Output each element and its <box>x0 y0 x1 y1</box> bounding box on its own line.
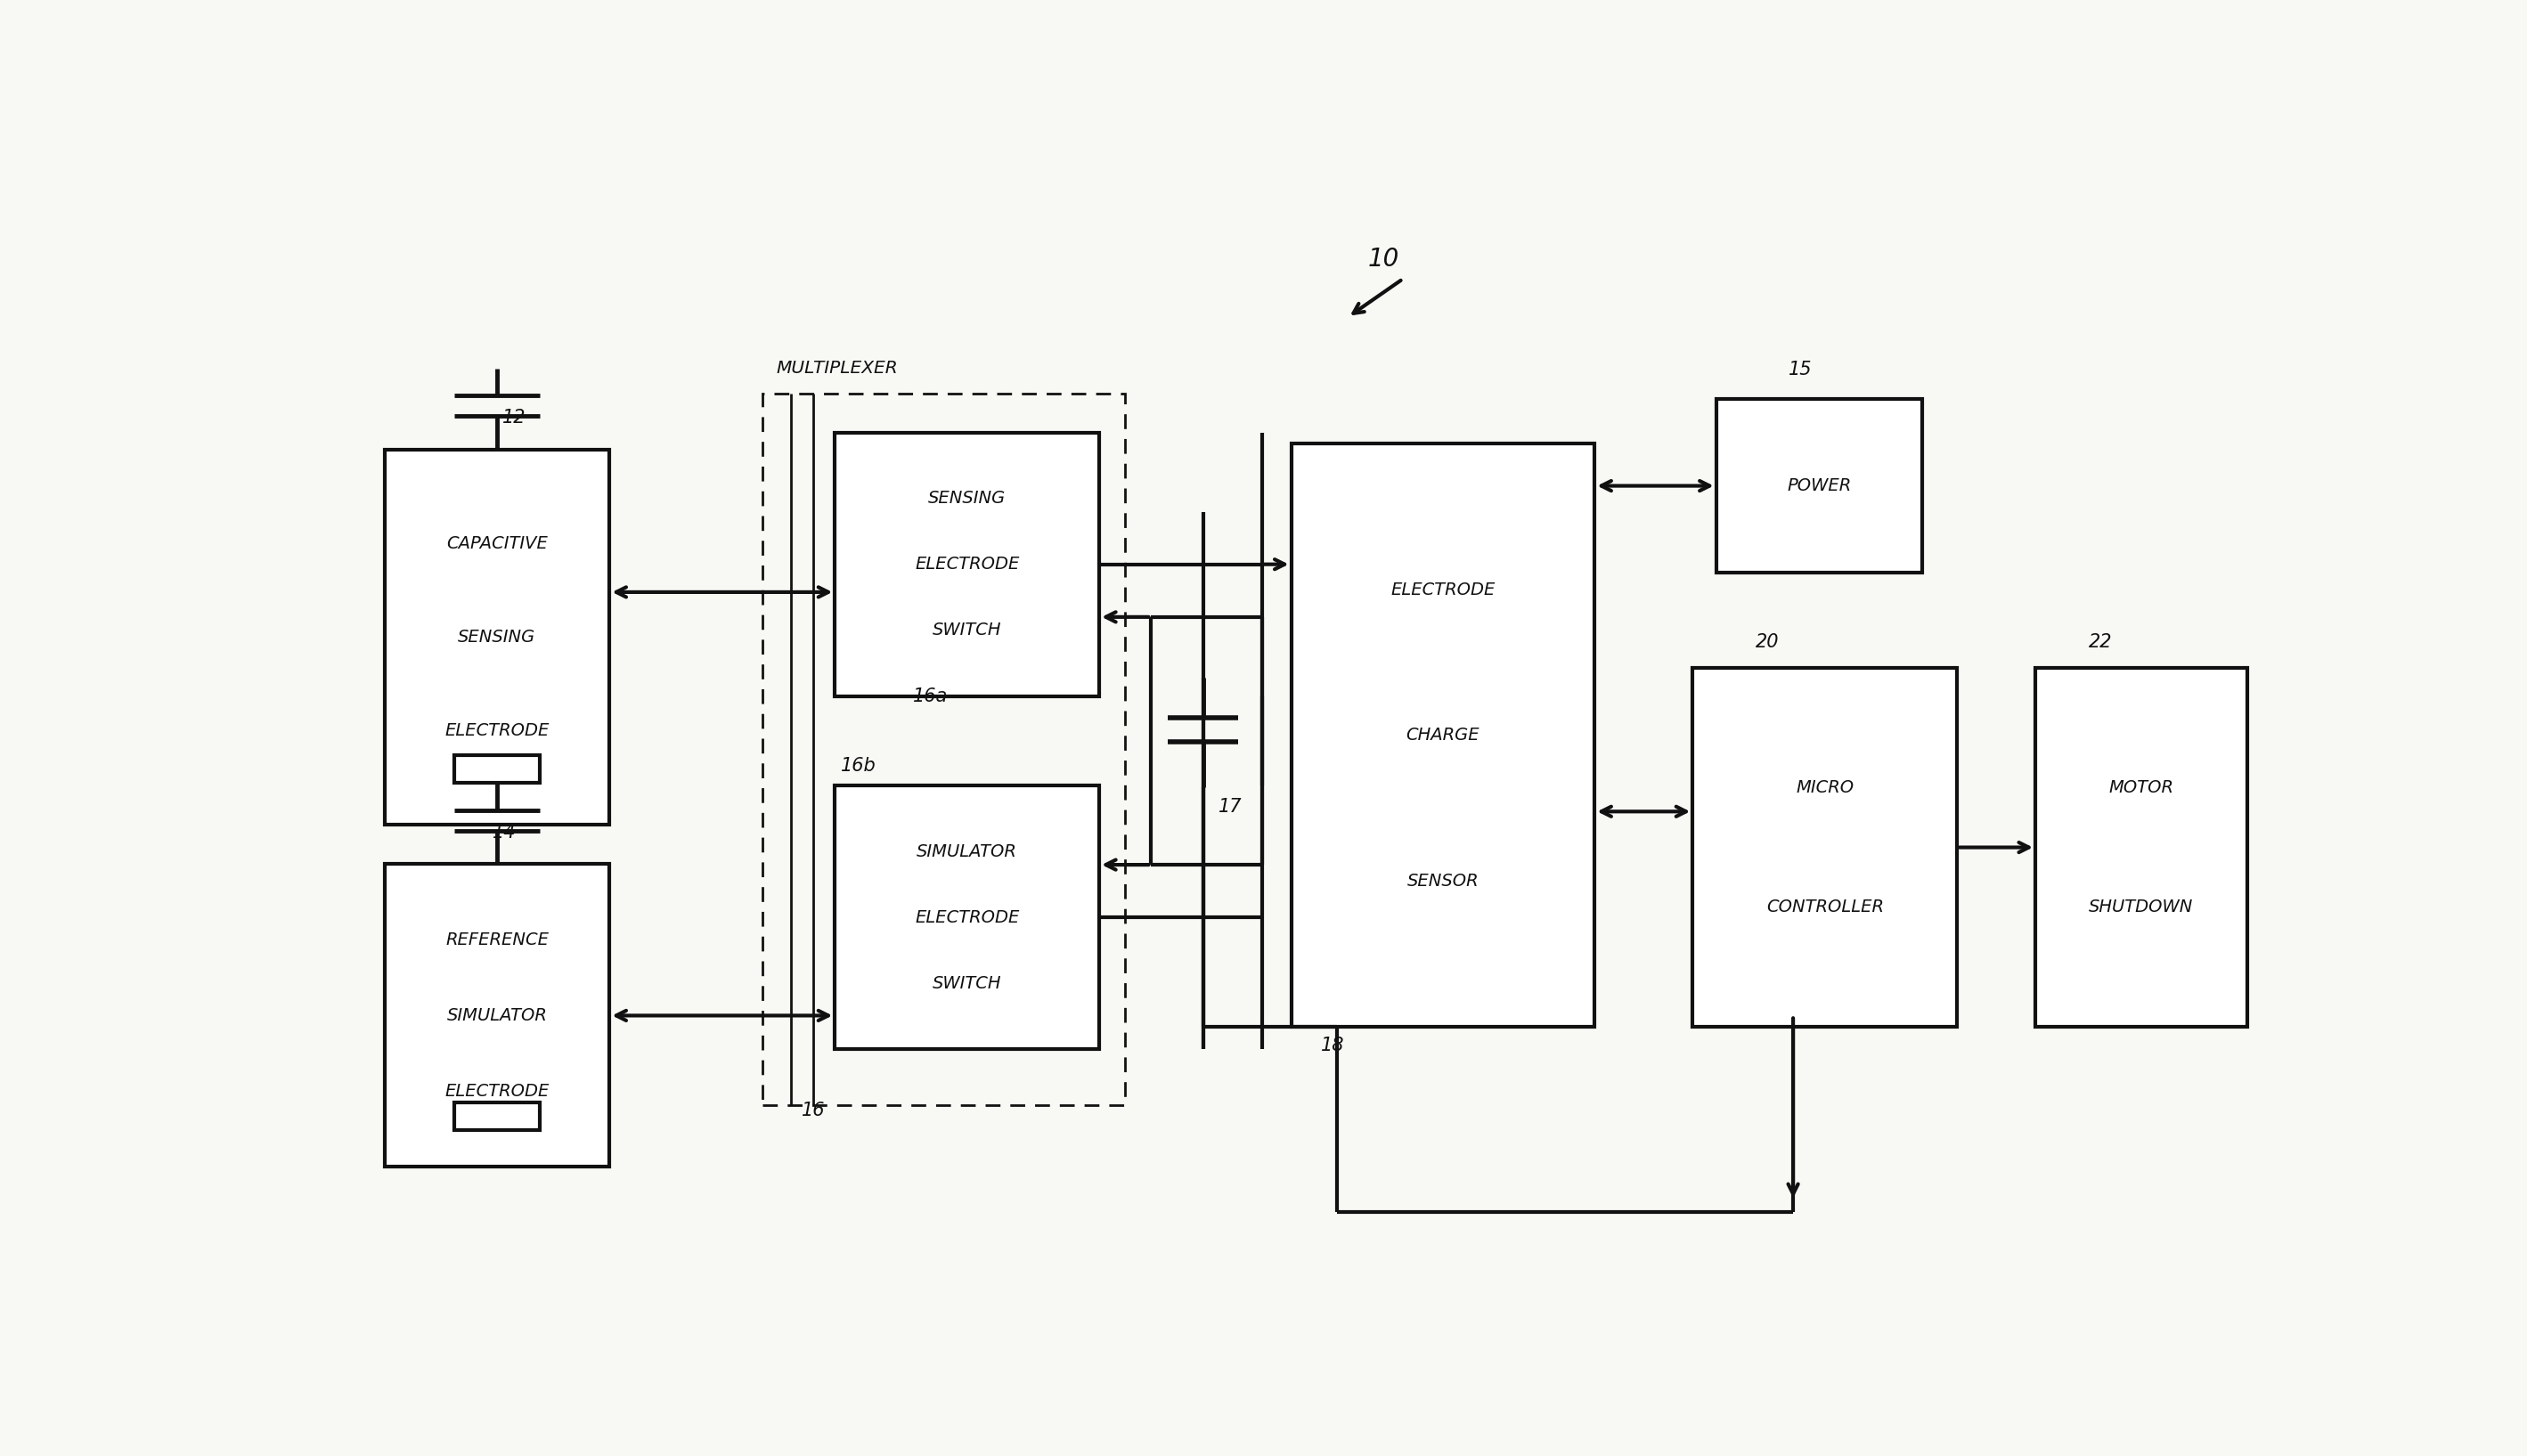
Text: SENSOR: SENSOR <box>1408 872 1478 890</box>
Text: 15: 15 <box>1789 361 1812 379</box>
Text: 16a: 16a <box>912 687 948 705</box>
FancyBboxPatch shape <box>834 432 1099 696</box>
Text: 18: 18 <box>1322 1037 1344 1054</box>
Text: 16b: 16b <box>841 757 877 775</box>
Text: ELECTRODE: ELECTRODE <box>1390 581 1496 598</box>
Text: 12: 12 <box>503 409 526 427</box>
Text: SENSING: SENSING <box>927 491 1006 507</box>
Text: 17: 17 <box>1218 798 1243 815</box>
Text: POWER: POWER <box>1787 478 1852 494</box>
Text: MICRO: MICRO <box>1797 779 1855 796</box>
FancyBboxPatch shape <box>1716 399 1923 572</box>
Text: CONTROLLER: CONTROLLER <box>1766 898 1883 916</box>
FancyBboxPatch shape <box>834 786 1099 1050</box>
Text: REFERENCE: REFERENCE <box>445 932 548 948</box>
Text: ELECTRODE: ELECTRODE <box>445 722 548 740</box>
FancyBboxPatch shape <box>1291 444 1595 1026</box>
Text: SIMULATOR: SIMULATOR <box>917 843 1018 860</box>
Text: 20: 20 <box>1756 633 1779 651</box>
FancyBboxPatch shape <box>455 754 541 783</box>
Text: 16: 16 <box>801 1102 826 1120</box>
Text: SWITCH: SWITCH <box>932 622 1001 639</box>
FancyBboxPatch shape <box>1693 668 1956 1026</box>
Text: ELECTRODE: ELECTRODE <box>915 556 1018 572</box>
Text: MULTIPLEXER: MULTIPLEXER <box>776 360 897 377</box>
Text: 10: 10 <box>1367 246 1400 271</box>
FancyBboxPatch shape <box>384 450 609 826</box>
Text: CHARGE: CHARGE <box>1405 727 1481 744</box>
FancyBboxPatch shape <box>2034 668 2247 1026</box>
Text: MOTOR: MOTOR <box>2108 779 2173 796</box>
Text: SHUTDOWN: SHUTDOWN <box>2090 898 2193 916</box>
FancyBboxPatch shape <box>455 1102 541 1130</box>
FancyBboxPatch shape <box>384 865 609 1166</box>
Text: 14: 14 <box>493 824 516 842</box>
Text: CAPACITIVE: CAPACITIVE <box>447 534 548 552</box>
Text: 22: 22 <box>2087 633 2113 651</box>
Text: ELECTRODE: ELECTRODE <box>445 1083 548 1099</box>
Text: ELECTRODE: ELECTRODE <box>915 909 1018 926</box>
Text: SWITCH: SWITCH <box>932 976 1001 992</box>
Text: SIMULATOR: SIMULATOR <box>447 1008 548 1024</box>
Text: SENSING: SENSING <box>457 629 536 645</box>
